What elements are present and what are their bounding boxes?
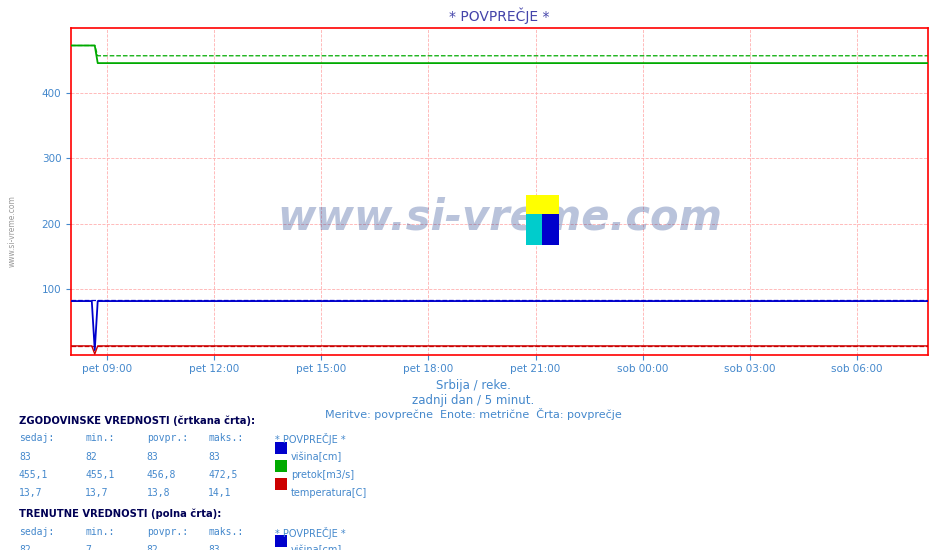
Title: * POVPREČJE *: * POVPREČJE * bbox=[449, 7, 550, 24]
Text: višina[cm]: višina[cm] bbox=[291, 452, 342, 462]
Text: 83: 83 bbox=[208, 545, 220, 550]
Text: 7: 7 bbox=[85, 545, 91, 550]
Text: 13,8: 13,8 bbox=[147, 488, 170, 498]
Text: 456,8: 456,8 bbox=[147, 470, 176, 480]
Text: www.si-vreme.com: www.si-vreme.com bbox=[8, 195, 17, 267]
Text: 472,5: 472,5 bbox=[208, 470, 238, 480]
Text: * POVPREČJE *: * POVPREČJE * bbox=[275, 433, 346, 446]
Text: 455,1: 455,1 bbox=[19, 470, 48, 480]
Text: min.:: min.: bbox=[85, 527, 115, 537]
Text: * POVPREČJE *: * POVPREČJE * bbox=[275, 527, 346, 539]
Text: 455,1: 455,1 bbox=[85, 470, 115, 480]
Text: 83: 83 bbox=[147, 452, 158, 461]
Text: višina[cm]: višina[cm] bbox=[291, 545, 342, 550]
Text: 83: 83 bbox=[19, 452, 30, 461]
Text: maks.:: maks.: bbox=[208, 527, 243, 537]
Text: maks.:: maks.: bbox=[208, 433, 243, 443]
Text: pretok[m3/s]: pretok[m3/s] bbox=[291, 470, 354, 480]
Text: povpr.:: povpr.: bbox=[147, 527, 188, 537]
Text: sedaj:: sedaj: bbox=[19, 433, 54, 443]
Text: www.si-vreme.com: www.si-vreme.com bbox=[277, 196, 722, 238]
Text: Srbija / reke.: Srbija / reke. bbox=[436, 379, 511, 393]
Text: min.:: min.: bbox=[85, 433, 115, 443]
Text: temperatura[C]: temperatura[C] bbox=[291, 488, 367, 498]
Text: 82: 82 bbox=[85, 452, 97, 461]
Text: zadnji dan / 5 minut.: zadnji dan / 5 minut. bbox=[412, 394, 535, 407]
Text: 82: 82 bbox=[19, 545, 30, 550]
Text: 82: 82 bbox=[147, 545, 158, 550]
Text: 13,7: 13,7 bbox=[19, 488, 43, 498]
Text: Meritve: povprečne  Enote: metrične  Črta: povprečje: Meritve: povprečne Enote: metrične Črta:… bbox=[325, 408, 622, 420]
Text: povpr.:: povpr.: bbox=[147, 433, 188, 443]
Text: sedaj:: sedaj: bbox=[19, 527, 54, 537]
Text: 83: 83 bbox=[208, 452, 220, 461]
Text: 13,7: 13,7 bbox=[85, 488, 109, 498]
Text: 14,1: 14,1 bbox=[208, 488, 232, 498]
Text: TRENUTNE VREDNOSTI (polna črta):: TRENUTNE VREDNOSTI (polna črta): bbox=[19, 509, 222, 519]
Text: ZGODOVINSKE VREDNOSTI (črtkana črta):: ZGODOVINSKE VREDNOSTI (črtkana črta): bbox=[19, 415, 255, 426]
